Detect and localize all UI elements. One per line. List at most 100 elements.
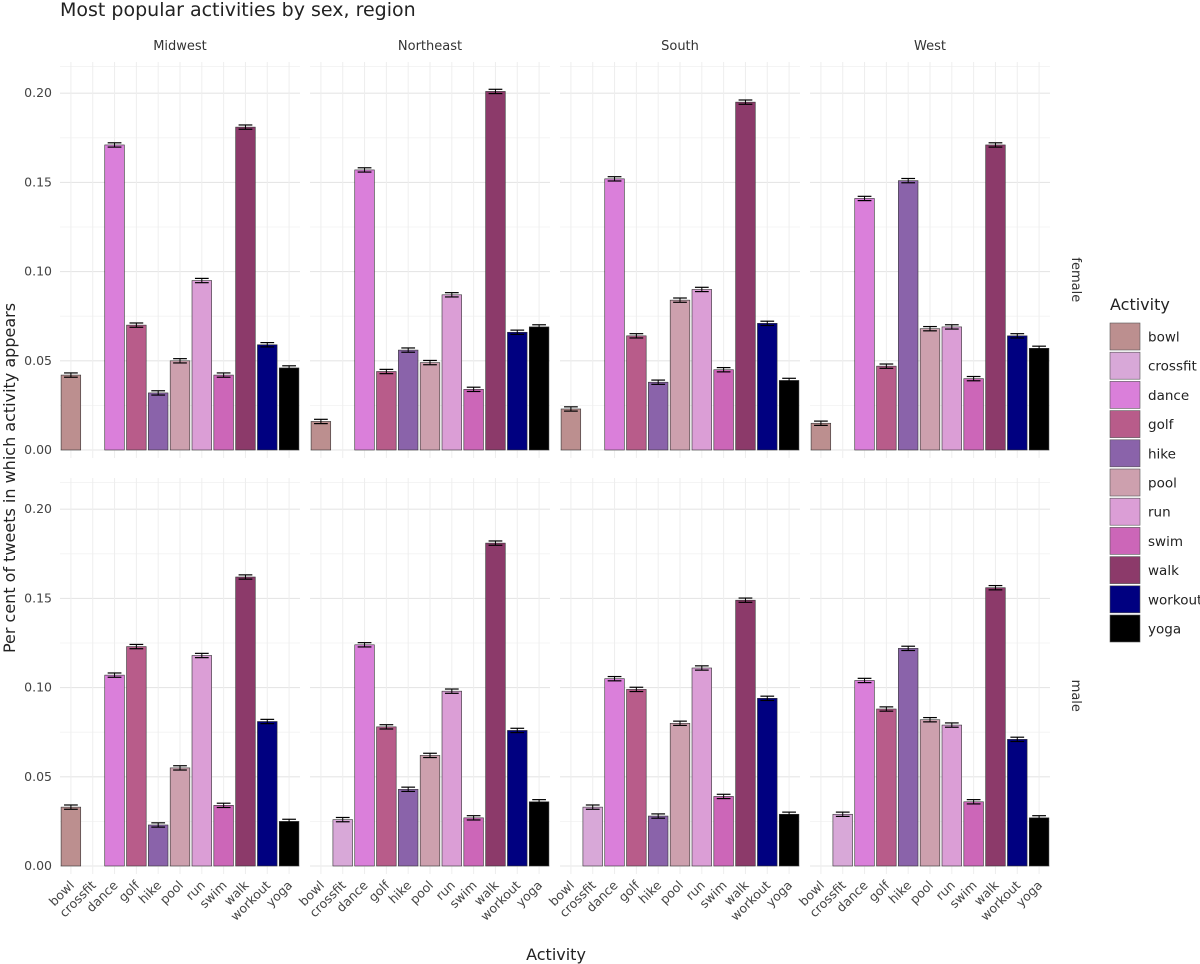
bar-dance [104,674,125,867]
strip-label-midwest: Midwest [153,39,207,54]
legend-swatch-golf [1109,410,1141,438]
bar-swim [463,389,484,451]
legend-label-swim: swim [1148,534,1183,550]
bar-bowl [60,374,82,451]
bar-walk [235,126,256,451]
bar-yoga [528,801,550,867]
strip-label-west: West [914,39,946,54]
bar-pool [419,362,441,451]
bar-hike [898,648,919,867]
legend-swatch-hike [1109,439,1141,468]
bar-golf [126,646,147,867]
legend-label-hike: hike [1148,446,1176,462]
legend-swatch-swim [1109,527,1141,555]
panel-female-west [810,62,1050,458]
bar-dance [854,680,875,867]
legend-label-bowl: bowl [1148,330,1180,346]
bar-yoga [278,367,300,451]
bar-crossfit [832,813,853,867]
bar-run [191,280,212,451]
bar-yoga [1028,817,1050,867]
legend-label-workout: workout [1148,592,1200,608]
y-tick-label: 0.15 [24,174,52,189]
bar-run [441,690,462,867]
x-tick-label-yoga: yoga [763,878,795,910]
bar-walk [485,91,506,451]
bar-crossfit [582,806,603,867]
bar-pool [669,722,691,867]
bar-dance [354,644,375,867]
bar-dance [854,198,875,451]
y-tick-label: 0.15 [24,590,52,605]
bar-walk [485,542,506,867]
bar-bowl [310,421,332,451]
bar-pool [419,755,441,867]
y-tick-label: 0.00 [24,858,52,873]
legend-label-yoga: yoga [1148,622,1181,638]
bar-crossfit [332,819,353,867]
bar-bowl [60,806,82,867]
bar-pool [669,299,691,451]
bar-dance [604,678,625,867]
bar-workout [257,344,278,451]
bar-golf [376,726,397,867]
bar-golf [626,335,647,451]
bar-swim [963,378,984,451]
bar-run [941,326,962,451]
bar-hike [398,788,419,867]
y-axis-title: Per cent of tweets in which activity app… [0,303,19,653]
bar-walk [735,599,756,867]
bar-dance [104,144,125,451]
bar-yoga [778,813,800,867]
legend-label-walk: walk [1148,563,1179,579]
y-tick-label: 0.05 [24,769,52,784]
bar-pool [169,360,191,451]
bar-dance [604,178,625,451]
panels-layer: Midwest 0.00 0.05 0.10 0.15 0.20 Northeast Sout… [24,39,1083,924]
strip-label-south: South [661,39,699,54]
bar-workout [757,698,778,867]
bar-hike [148,824,169,867]
y-tick-label: 0.10 [24,264,52,279]
panel-female-northeast [310,62,550,458]
bar-pool [919,719,941,867]
x-axis-title: Activity [526,945,586,964]
bar-workout [1007,739,1028,867]
x-tick-label-yoga: yoga [513,878,545,910]
bar-workout [757,323,778,451]
bar-run [691,289,712,451]
x-tick-label-yoga: yoga [263,878,295,910]
legend-swatch-bowl [1109,322,1141,351]
bar-swim [463,817,484,867]
bar-bowl [560,408,582,451]
bar-hike [898,180,919,451]
legend-swatch-yoga [1109,614,1141,643]
bar-swim [213,374,234,451]
bar-workout [507,331,528,451]
legend-label-pool: pool [1148,476,1177,492]
bar-run [941,724,962,867]
bar-workout [1007,335,1028,451]
legend-label-crossfit: crossfit [1148,359,1197,375]
bar-golf [876,708,897,867]
bar-swim [713,369,734,451]
legend-label-dance: dance [1148,388,1189,404]
bar-golf [626,689,647,867]
y-tick-label: 0.20 [24,85,52,100]
bar-swim [213,805,234,867]
legend-swatch-dance [1109,381,1141,409]
bar-hike [648,815,669,867]
panel-male-south [560,478,800,874]
bar-yoga [278,821,300,867]
bar-run [191,655,212,867]
bar-yoga [778,380,800,451]
panel-female-south [560,62,800,458]
strip-label-female: female [1068,257,1083,302]
y-tick-label: 0.00 [24,442,52,457]
legend: bowl crossfit dance golf hike pool run swim walk… [1109,322,1200,643]
legend-swatch-crossfit [1109,351,1141,380]
strip-label-male: male [1068,680,1083,712]
bar-dance [354,169,375,451]
chart-title: Most popular activities by sex, region [60,0,416,21]
legend-label-run: run [1148,505,1171,521]
